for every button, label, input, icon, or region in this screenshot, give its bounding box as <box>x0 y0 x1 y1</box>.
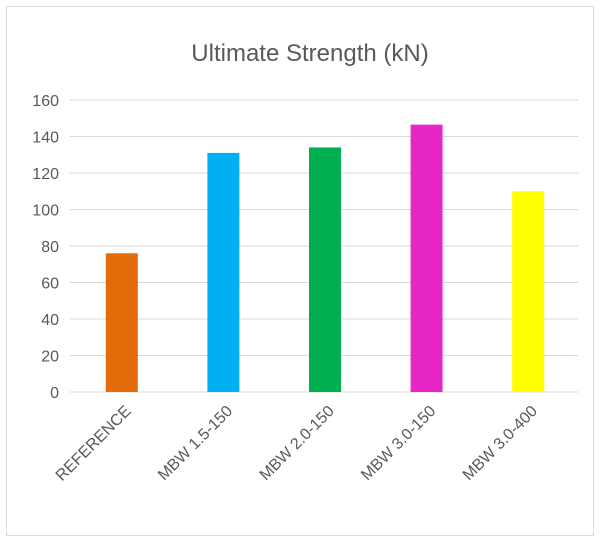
x-category-label: MBW 3.0-400 <box>460 403 541 484</box>
y-tick-label: 0 <box>50 385 59 402</box>
y-tick-label: 160 <box>32 93 59 110</box>
x-category-label: MBW 3.0-150 <box>358 403 439 484</box>
y-tick-label: 60 <box>41 276 59 293</box>
bars <box>105 124 545 392</box>
y-tick-label: 100 <box>32 203 59 220</box>
x-category-label: MBW 1.5-150 <box>155 403 236 484</box>
chart-title: Ultimate Strength (kN) <box>191 40 428 67</box>
bar-mbw-3-0-150 <box>410 124 443 392</box>
bar-reference <box>105 253 138 392</box>
y-tick-label: 40 <box>41 312 59 329</box>
y-tick-label: 140 <box>32 130 59 147</box>
x-axis-category-labels: REFERENCE MBW 1.5-150 MBW 2.0-150 MBW 3.0-1… <box>53 403 541 485</box>
y-tick-label: 120 <box>32 166 59 183</box>
bar-mbw-2-0-150 <box>309 147 341 392</box>
y-axis-tick-labels: 0 20 40 60 80 100 120 140 160 <box>32 93 59 402</box>
x-category-label: MBW 2.0-150 <box>257 403 338 484</box>
y-tick-label: 80 <box>41 239 59 256</box>
x-category-label: REFERENCE <box>53 403 135 485</box>
chart-area <box>6 6 594 536</box>
bar-mbw-1-5-150 <box>207 152 240 392</box>
bar-mbw-3-0-400 <box>512 191 545 392</box>
y-tick-label: 20 <box>41 349 59 366</box>
